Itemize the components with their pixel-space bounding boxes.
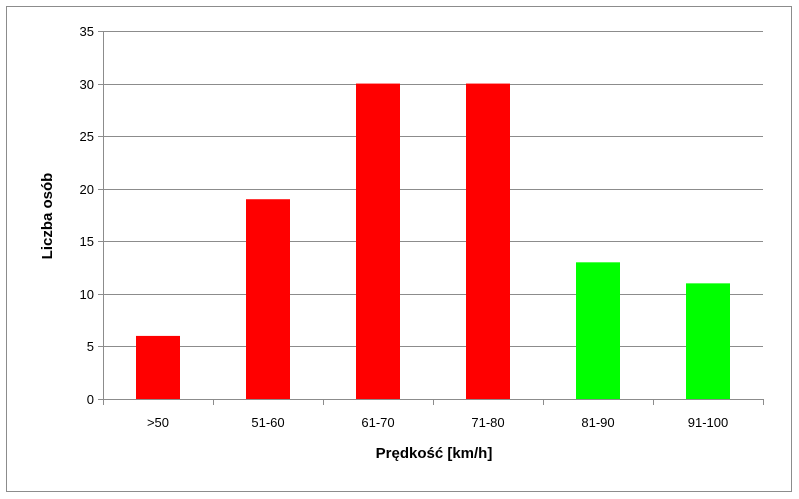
y-tick-label: 20 — [80, 182, 94, 197]
y-tick-label: 30 — [80, 77, 94, 92]
bar-4 — [576, 262, 620, 399]
axes — [98, 31, 764, 405]
y-tick-label: 35 — [80, 24, 94, 39]
x-tick-label: >50 — [147, 415, 169, 430]
y-tick-label: 25 — [80, 129, 94, 144]
bar-5 — [686, 283, 730, 399]
x-tick-label: 81-90 — [581, 415, 614, 430]
x-tick-label: 51-60 — [251, 415, 284, 430]
grid-lines — [103, 31, 763, 347]
y-tick-label: 15 — [80, 234, 94, 249]
bar-2 — [356, 83, 400, 400]
x-axis-title: Prędkość [km/h] — [376, 445, 493, 462]
y-tick-label: 10 — [80, 287, 94, 302]
y-axis-title: Liczba osób — [39, 173, 56, 260]
y-tick-label: 0 — [87, 392, 94, 407]
bar-1 — [246, 199, 290, 399]
x-tick-label: 91-100 — [688, 415, 728, 430]
bars — [136, 83, 730, 400]
bar-3 — [466, 83, 510, 400]
tick-labels: 0 5 10 15 20 25 30 35 >50 51-60 61-70 71-80 81-90 91-… — [80, 24, 729, 430]
y-tick-label: 5 — [87, 339, 94, 354]
x-tick-label: 61-70 — [361, 415, 394, 430]
bar-0 — [136, 335, 180, 399]
x-tick-label: 71-80 — [471, 415, 504, 430]
